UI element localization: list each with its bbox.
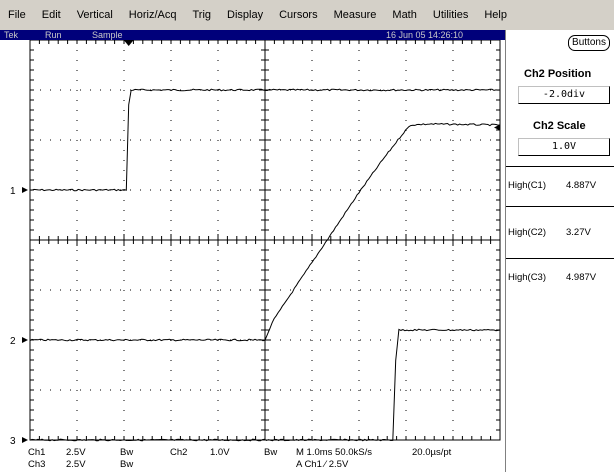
measurement-row: High(C3) 4.987V (506, 272, 614, 288)
divider (506, 166, 614, 167)
status-bar: Tek Run Sample 16 Jun 05 14:26:10 (0, 30, 505, 40)
measurement-value: 3.27V (566, 227, 591, 238)
trigger-level-icon (494, 124, 500, 131)
measurement-label: High(C2) (508, 227, 547, 238)
menu-help[interactable]: Help (484, 9, 507, 21)
ch2-scale-field[interactable]: 1.0V (518, 138, 610, 156)
menu-cursors[interactable]: Cursors (279, 9, 318, 21)
menu-vertical[interactable]: Vertical (76, 9, 113, 21)
menu-horiz-acq[interactable]: Horiz/Acq (128, 9, 177, 21)
channel-3-marker: 3 (10, 436, 16, 444)
channel-2-marker: 2 (10, 336, 16, 347)
menu-bar: File Edit Vertical Horiz/Acq Trig Display Curs… (0, 0, 614, 30)
ch3-scale: 2.5V (66, 459, 86, 470)
ch2-position-field[interactable]: -2.0div (518, 86, 610, 104)
waveform-ch2 (29, 122, 501, 342)
ch2-scale-title: Ch2 Scale (533, 120, 586, 132)
timebase-readout: M 1.0ms 50.0kS/s (296, 447, 373, 458)
ch2-position-title: Ch2 Position (524, 68, 592, 80)
waveform-display[interactable]: 1 2 3 (0, 40, 505, 444)
brand-label: Tek (4, 30, 19, 40)
trigger-position-icon (123, 40, 134, 46)
run-state: Run (45, 30, 62, 40)
ch2-name: Ch2 (170, 447, 188, 458)
menu-edit[interactable]: Edit (41, 9, 61, 21)
channel-1-marker: 1 (10, 186, 16, 197)
measurement-value: 4.887V (566, 180, 597, 191)
menu-display[interactable]: Display (227, 9, 264, 21)
ch2-bandwidth-icon: Bw (264, 447, 278, 458)
ch1-scale: 2.5V (66, 447, 86, 458)
divider (506, 206, 614, 207)
divider (506, 258, 614, 259)
channel-readout: Ch1 2.5V Bw Ch2 1.0V Bw M 1.0ms 50.0kS/s… (0, 444, 505, 472)
measurement-row: High(C1) 4.887V (506, 180, 614, 196)
menu-measure[interactable]: Measure (333, 9, 377, 21)
control-panel: Buttons Ch2 Position -2.0div Ch2 Scale 1… (505, 30, 614, 472)
date-time: 16 Jun 05 14:26:10 (386, 30, 464, 40)
measurement-label: High(C1) (508, 180, 547, 191)
waveform-ch1 (29, 88, 501, 192)
ch1-name: Ch1 (28, 447, 46, 458)
buttons-toggle-button[interactable]: Buttons (568, 35, 610, 51)
resolution-readout: 20.0µs/pt (412, 447, 452, 458)
ch2-scale: 1.0V (210, 447, 230, 458)
ch3-name: Ch3 (28, 459, 46, 470)
menu-math[interactable]: Math (392, 9, 417, 21)
trigger-readout: A Ch1 ∕ 2.5V (296, 459, 349, 470)
measurement-row: High(C2) 3.27V (506, 227, 614, 243)
acquisition-mode: Sample (92, 30, 123, 40)
ch3-bandwidth-icon: Bw (120, 459, 134, 470)
menu-trig[interactable]: Trig (192, 9, 212, 21)
channel-marker-arrow-icon (22, 437, 28, 443)
channel-marker-arrow-icon (22, 187, 28, 193)
menu-utilities[interactable]: Utilities (432, 9, 469, 21)
measurement-label: High(C3) (508, 272, 547, 283)
menu-file[interactable]: File (8, 9, 26, 21)
waveform-ch3 (29, 328, 501, 442)
channel-marker-arrow-icon (22, 337, 28, 343)
ch1-bandwidth-icon: Bw (120, 447, 134, 458)
measurement-value: 4.987V (566, 272, 597, 283)
